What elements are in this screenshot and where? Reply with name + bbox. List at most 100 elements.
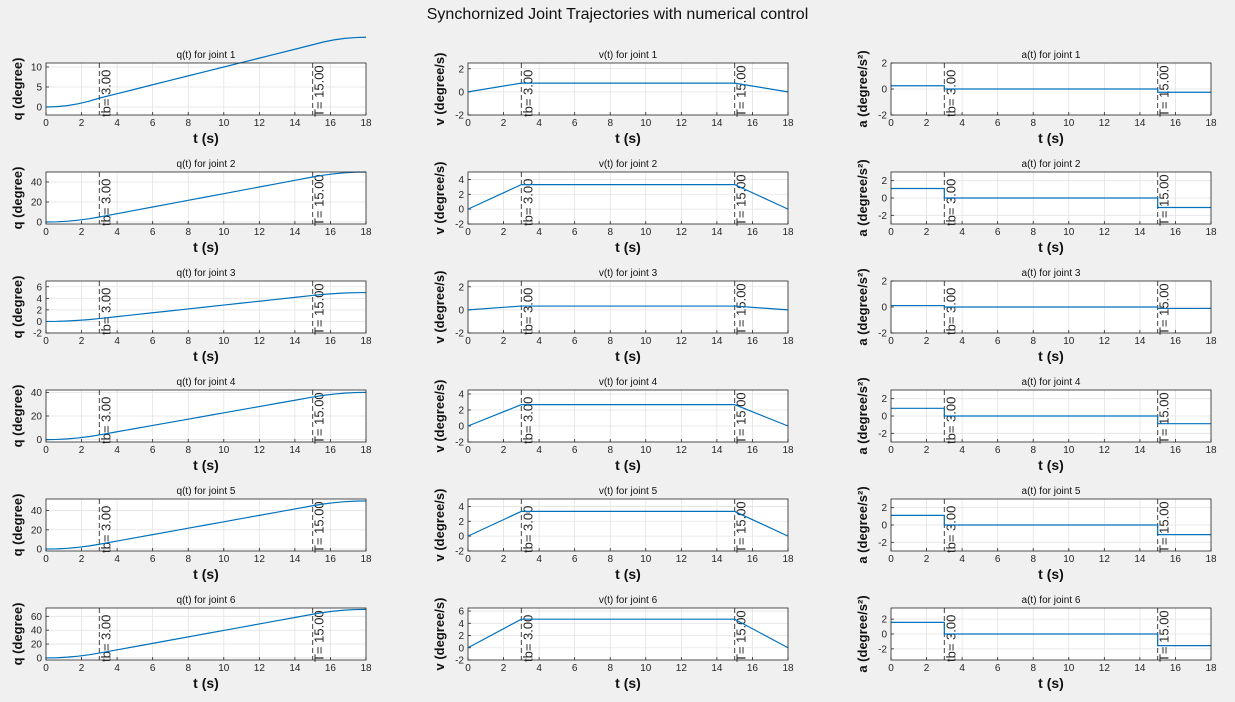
x-axis-label: t (s) [193, 675, 219, 691]
y-tick-label: 0 [881, 412, 887, 423]
x-tick-label: 12 [676, 554, 688, 565]
marker-label: tb= 3.00 [943, 506, 958, 553]
x-tick-label: 6 [150, 554, 156, 565]
y-tick-label: -2 [878, 644, 887, 655]
marker-label: tb= 3.00 [943, 615, 958, 662]
series-line [467, 618, 789, 649]
x-axis-label: t (s) [1038, 239, 1064, 255]
y-tick-label: 0 [36, 545, 42, 556]
marker-label: T= 15.00 [734, 501, 749, 553]
y-axis-label: v (degree/s) [432, 162, 447, 235]
x-tick-label: 0 [888, 227, 894, 238]
x-tick-label: 6 [572, 336, 578, 347]
x-tick-label: 12 [254, 336, 266, 347]
marker-label: tb= 3.00 [520, 397, 535, 444]
y-axis-label: v (degree/s) [432, 53, 447, 126]
x-tick-label: 2 [924, 445, 930, 456]
series-line [45, 36, 367, 108]
x-tick-label: 14 [711, 227, 723, 238]
x-axis-label: t (s) [615, 348, 641, 364]
y-tick-label: 0 [36, 103, 42, 114]
x-tick-label: 10 [1063, 227, 1075, 238]
axes-box [890, 62, 1212, 116]
x-axis-label: t (s) [615, 675, 641, 691]
marker-label: tb= 3.00 [943, 70, 958, 117]
subplot-a-joint-2: 0 2 4 6 8 10 12 14 16 18-202 tb= 3.00 T= 15.00a(t) … [855, 159, 1217, 255]
y-axis-label: v (degree/s) [432, 380, 447, 453]
y-axis-label: a (degree/s²) [855, 159, 870, 236]
subplot-title: a(t) for joint 5 [1022, 486, 1081, 497]
x-tick-label: 8 [607, 227, 613, 238]
x-tick-label: 0 [888, 336, 894, 347]
x-tick-label: 2 [79, 336, 85, 347]
x-tick-label: 0 [888, 663, 894, 674]
marker-label: tb= 3.00 [98, 506, 113, 553]
x-tick-label: 8 [1030, 227, 1036, 238]
x-tick-label: 10 [218, 554, 230, 565]
x-tick-label: 18 [1205, 445, 1217, 456]
y-tick-label: 0 [881, 521, 887, 532]
x-tick-label: 12 [1099, 118, 1111, 129]
x-tick-label: 18 [782, 336, 794, 347]
axes-box [890, 389, 1212, 443]
x-axis-label: t (s) [193, 566, 219, 582]
y-tick-label: 2 [458, 406, 464, 417]
x-tick-label: 0 [465, 445, 471, 456]
y-tick-label: 0 [881, 630, 887, 641]
series-line [45, 391, 367, 441]
x-tick-label: 0 [43, 227, 49, 238]
x-tick-label: 12 [254, 663, 266, 674]
x-tick-label: 10 [640, 663, 652, 674]
y-tick-label: 2 [458, 517, 464, 528]
x-tick-label: 18 [1205, 118, 1217, 129]
x-tick-label: 8 [607, 663, 613, 674]
x-tick-label: 10 [218, 336, 230, 347]
y-tick-label: -2 [878, 111, 887, 122]
y-tick-label: 0 [881, 194, 887, 205]
x-tick-label: 12 [1099, 445, 1111, 456]
subplot-title: a(t) for joint 2 [1022, 159, 1081, 170]
axes-box [467, 498, 789, 552]
x-tick-label: 2 [924, 118, 930, 129]
y-tick-label: -2 [878, 429, 887, 440]
x-tick-label: 2 [924, 663, 930, 674]
subplot-a-joint-5: 0 2 4 6 8 10 12 14 16 18-202 tb= 3.00 T= 15.00a(t) … [855, 486, 1217, 582]
x-tick-label: 6 [995, 554, 1001, 565]
series-line [891, 621, 1211, 647]
x-tick-label: 12 [254, 118, 266, 129]
x-tick-label: 0 [888, 118, 894, 129]
y-tick-label: -2 [455, 438, 464, 449]
axes-box [45, 280, 367, 334]
y-axis-label: q (degree) [10, 494, 25, 557]
marker-label: T= 15.00 [734, 392, 749, 444]
x-axis-label: t (s) [615, 239, 641, 255]
x-tick-label: 14 [289, 336, 301, 347]
x-tick-label: 4 [114, 118, 120, 129]
axes-box [45, 62, 367, 116]
marker-label: tb= 3.00 [98, 179, 113, 226]
y-axis-label: a (degree/s²) [855, 50, 870, 127]
y-tick-label: 40 [31, 388, 43, 399]
x-tick-label: 0 [43, 118, 49, 129]
series-line [891, 407, 1211, 425]
x-tick-label: 12 [676, 118, 688, 129]
x-tick-label: 10 [218, 118, 230, 129]
x-tick-label: 8 [1030, 663, 1036, 674]
x-tick-label: 8 [1030, 336, 1036, 347]
x-tick-label: 6 [995, 118, 1001, 129]
subplot-title: a(t) for joint 6 [1022, 595, 1081, 606]
marker-label: T= 15.00 [312, 65, 327, 117]
figure-title: Synchornized Joint Trajectories with num… [426, 6, 809, 23]
subplot-title: v(t) for joint 3 [599, 268, 658, 279]
y-tick-label: 0 [36, 435, 42, 446]
x-tick-label: 16 [325, 445, 337, 456]
x-tick-label: 14 [289, 445, 301, 456]
x-tick-label: 6 [150, 227, 156, 238]
y-tick-label: 2 [881, 277, 887, 288]
x-tick-label: 6 [995, 336, 1001, 347]
x-tick-label: 8 [607, 445, 613, 456]
